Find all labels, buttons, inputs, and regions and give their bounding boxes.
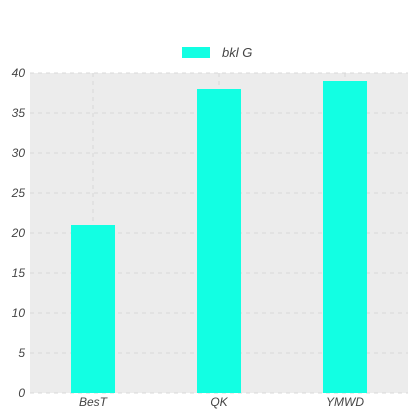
x-tick-label: YMWD xyxy=(326,395,364,409)
y-tick-label: 35 xyxy=(12,106,26,120)
legend-swatch xyxy=(182,47,210,58)
bar-ymwd xyxy=(323,81,367,393)
x-tick-label: BesT xyxy=(79,395,109,409)
bar-best xyxy=(71,225,115,393)
bars xyxy=(71,81,367,393)
y-tick-label: 10 xyxy=(12,306,26,320)
y-tick-label: 30 xyxy=(12,146,26,160)
x-tick-label: QK xyxy=(210,395,228,409)
y-tick-label: 0 xyxy=(18,386,25,400)
y-tick-label: 5 xyxy=(18,346,25,360)
legend: bkl G xyxy=(182,45,252,60)
x-axis-tick-labels: BesT QK YMWD xyxy=(79,395,364,409)
y-tick-label: 25 xyxy=(11,186,26,200)
y-tick-label: 15 xyxy=(12,266,26,280)
legend-label-series-0: bkl G xyxy=(222,45,252,60)
y-axis-tick-labels: 0 5 10 15 20 25 30 35 40 xyxy=(11,66,26,400)
bar-qk xyxy=(197,89,241,393)
y-tick-label: 40 xyxy=(12,66,26,80)
y-tick-label: 20 xyxy=(11,226,26,240)
